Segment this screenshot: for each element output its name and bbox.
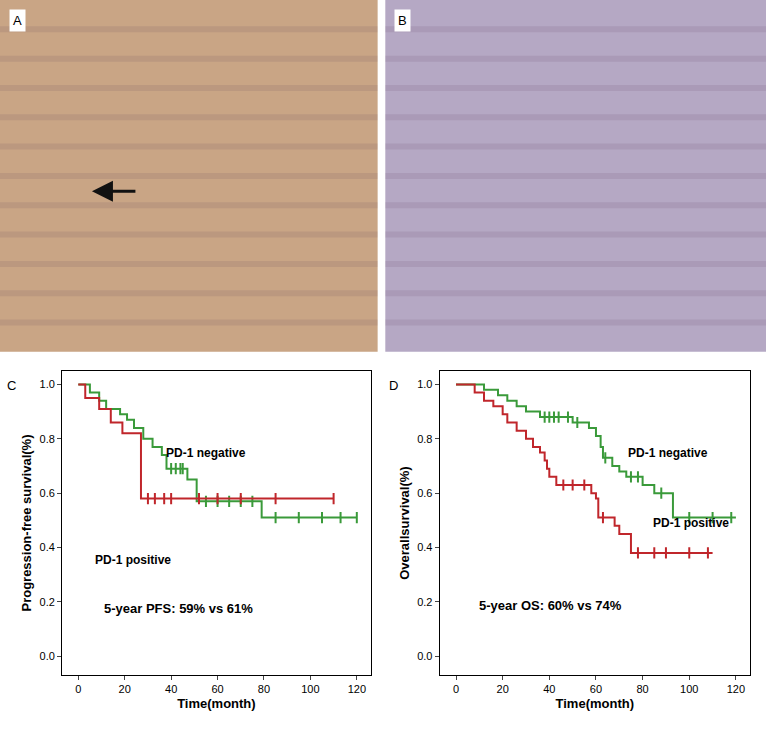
svg-text:PD-1 positive: PD-1 positive <box>95 553 171 567</box>
svg-text:C: C <box>7 378 16 393</box>
svg-text:Time(month): Time(month) <box>556 696 634 711</box>
svg-text:40: 40 <box>165 683 177 695</box>
svg-text:Progression-free survival(%): Progression-free survival(%) <box>19 435 34 612</box>
svg-text:D: D <box>389 378 398 393</box>
svg-text:0.6: 0.6 <box>40 487 55 499</box>
svg-text:40: 40 <box>543 683 555 695</box>
svg-text:20: 20 <box>497 683 509 695</box>
svg-text:100: 100 <box>680 683 698 695</box>
svg-text:80: 80 <box>636 683 648 695</box>
svg-text:Time(month): Time(month) <box>177 696 255 711</box>
svg-text:0: 0 <box>453 683 459 695</box>
svg-text:PD-1 negative: PD-1 negative <box>628 446 708 460</box>
svg-text:60: 60 <box>590 683 602 695</box>
svg-text:0.8: 0.8 <box>417 433 432 445</box>
svg-text:20: 20 <box>119 683 131 695</box>
svg-text:0.0: 0.0 <box>417 650 432 662</box>
svg-text:0.4: 0.4 <box>40 541 55 553</box>
svg-text:5-year PFS: 59% vs 61%: 5-year PFS: 59% vs 61% <box>104 601 253 616</box>
svg-text:120: 120 <box>348 683 366 695</box>
svg-text:PD-1 positive: PD-1 positive <box>653 516 729 530</box>
svg-text:Overallsurvival(%): Overallsurvival(%) <box>397 466 412 579</box>
svg-text:B: B <box>398 13 407 28</box>
svg-text:60: 60 <box>211 683 223 695</box>
svg-text:1.0: 1.0 <box>40 378 55 390</box>
svg-text:0.8: 0.8 <box>40 433 55 445</box>
svg-text:A: A <box>13 13 22 28</box>
svg-text:0.0: 0.0 <box>40 650 55 662</box>
svg-text:80: 80 <box>258 683 270 695</box>
svg-text:PD-1 negative: PD-1 negative <box>166 446 246 460</box>
svg-text:120: 120 <box>727 683 745 695</box>
svg-text:0.4: 0.4 <box>417 541 432 553</box>
svg-text:0.6: 0.6 <box>417 487 432 499</box>
svg-text:0.2: 0.2 <box>40 596 55 608</box>
svg-text:0.2: 0.2 <box>417 596 432 608</box>
svg-text:5-year OS: 60% vs 74%: 5-year OS: 60% vs 74% <box>479 598 622 613</box>
svg-text:0: 0 <box>75 683 81 695</box>
svg-text:100: 100 <box>301 683 319 695</box>
svg-text:1.0: 1.0 <box>417 378 432 390</box>
